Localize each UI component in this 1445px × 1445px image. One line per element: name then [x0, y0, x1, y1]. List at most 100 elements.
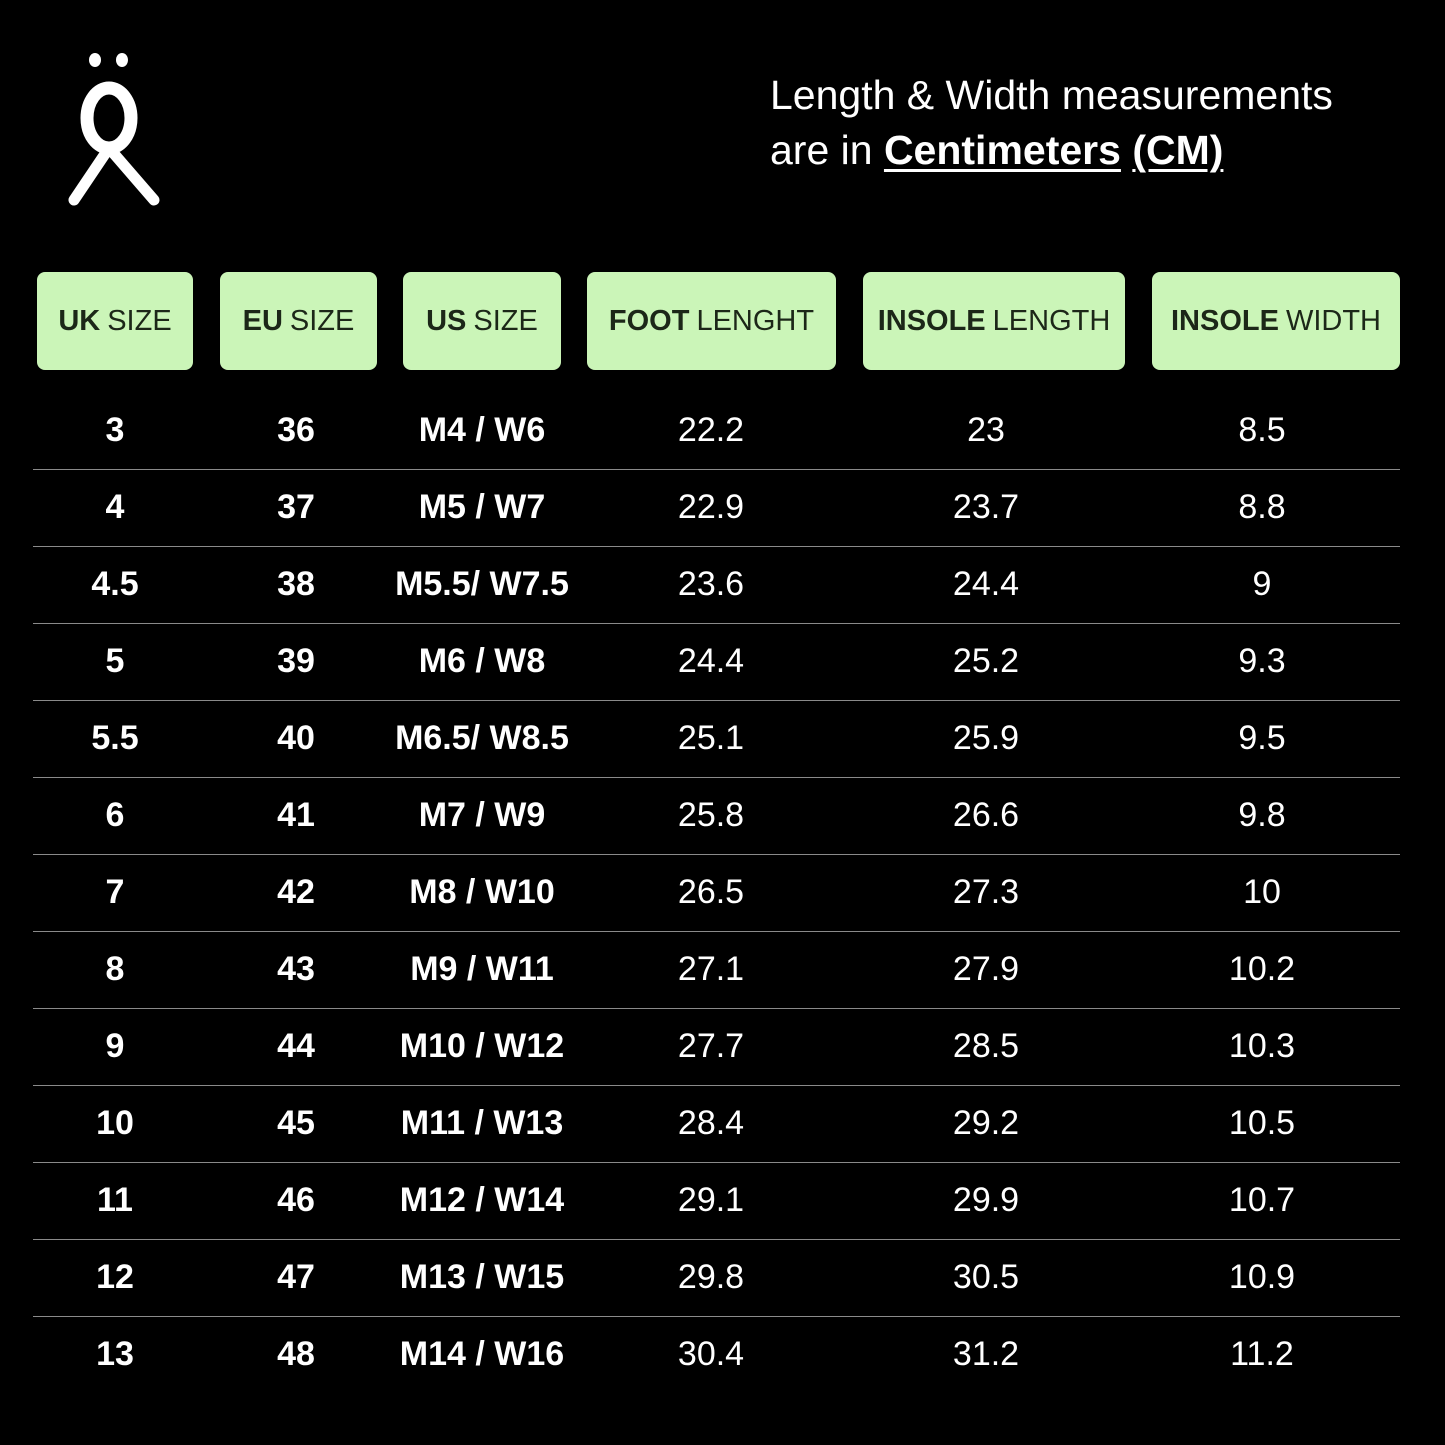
table-cell: 9.3	[1238, 642, 1286, 680]
table-cell: 3	[105, 411, 125, 449]
table-cell: 29.2	[952, 1104, 1020, 1142]
table-cell: 37	[277, 488, 315, 526]
table-cell: 23.7	[952, 488, 1020, 526]
table-cell: 4.5	[91, 565, 139, 603]
table-cell: M6.5/ W8.5	[395, 719, 569, 757]
table-cell: 25.8	[677, 796, 745, 834]
table-cell: 27.9	[952, 950, 1020, 988]
table-row: 11 46 M12 / W14 29.1 29.9 10.7	[33, 1162, 1400, 1240]
table-cell: M11 / W13	[400, 1104, 564, 1142]
table-cell: 27.1	[677, 950, 745, 988]
table-row: 5.5 40 M6.5/ W8.5 25.1 25.9 9.5	[33, 700, 1400, 778]
table-cell: 44	[277, 1027, 315, 1065]
table-cell: 9.8	[1238, 796, 1286, 834]
table-cell: M13 / W15	[399, 1258, 565, 1296]
column-header-rest: SIZE	[473, 304, 538, 337]
column-header-rest: SIZE	[107, 304, 172, 337]
table-cell: M12 / W14	[399, 1181, 565, 1219]
table-row: 6 41 M7 / W9 25.8 26.6 9.8	[33, 777, 1400, 855]
column-header-bold: INSOLE	[1171, 304, 1279, 337]
table-cell: 10	[1243, 873, 1281, 911]
column-header-rest: WIDTH	[1285, 304, 1381, 337]
table-cell: 5	[105, 642, 125, 680]
table-cell: 13	[96, 1335, 134, 1373]
table-cell: 31.2	[952, 1335, 1020, 1373]
table-cell: 29.1	[677, 1181, 745, 1219]
table-cell: 11.2	[1230, 1335, 1294, 1373]
table-cell: 6	[105, 796, 125, 834]
table-cell: 9.5	[1238, 719, 1286, 757]
table-row: 9 44 M10 / W12 27.7 28.5 10.3	[33, 1008, 1400, 1086]
table-cell: 22.9	[677, 488, 745, 526]
table-cell: 28.5	[952, 1027, 1020, 1065]
table-cell: 23.6	[677, 565, 745, 603]
table-cell: 48	[277, 1335, 315, 1373]
table-cell: 25.1	[677, 719, 745, 757]
table-cell: 11	[97, 1181, 133, 1219]
table-cell: 23	[967, 411, 1005, 449]
table-cell: 36	[277, 411, 315, 449]
table-cell: 46	[277, 1181, 315, 1219]
table-cell: M8 / W10	[409, 873, 555, 911]
column-header-2: US SIZE	[403, 272, 561, 370]
table-cell: M9 / W11	[410, 950, 554, 988]
table-cell: M5 / W7	[418, 488, 546, 526]
table-cell: 9	[1252, 565, 1272, 603]
table-row: 13 48 M14 / W16 30.4 31.2 11.2	[33, 1316, 1400, 1393]
table-cell: 29.8	[677, 1258, 745, 1296]
table-cell: M7 / W9	[418, 796, 546, 834]
units-note-prefix: are in	[770, 127, 884, 173]
table-cell: 9	[105, 1027, 125, 1065]
table-cell: M4 / W6	[418, 411, 546, 449]
table-row: 10 45 M11 / W13 28.4 29.2 10.5	[33, 1085, 1400, 1163]
table-cell: 41	[277, 796, 315, 834]
table-cell: M5.5/ W7.5	[395, 565, 569, 603]
table-cell: 10.9	[1228, 1258, 1296, 1296]
column-header-rest: LENGTH	[992, 304, 1111, 337]
table-cell: 30.5	[952, 1258, 1020, 1296]
table-cell: 5.5	[91, 719, 139, 757]
table-cell: M10 / W12	[399, 1027, 565, 1065]
table-cell: 26.5	[677, 873, 745, 911]
table-row: 4.5 38 M5.5/ W7.5 23.6 24.4 9	[33, 546, 1400, 624]
table-cell: 22.2	[677, 411, 745, 449]
table-cell: 38	[277, 565, 315, 603]
table-cell: 47	[277, 1258, 315, 1296]
column-header-5: INSOLE WIDTH	[1152, 272, 1400, 370]
unit-word: Centimeters	[883, 127, 1121, 173]
table-cell: 30.4	[677, 1335, 745, 1373]
table-row: 8 43 M9 / W11 27.1 27.9 10.2	[33, 931, 1400, 1009]
table-cell: 12	[96, 1258, 134, 1296]
units-note-line1: Length & Width measurements	[770, 72, 1333, 118]
table-cell: 25.2	[952, 642, 1020, 680]
table-cell: 8.5	[1238, 411, 1286, 449]
table-cell: 10.2	[1228, 950, 1296, 988]
table-cell: 27.7	[677, 1027, 745, 1065]
table-cell: M6 / W8	[418, 642, 546, 680]
units-note: Length & Width measurements are in Centi…	[770, 68, 1333, 178]
brand-logo	[68, 53, 160, 206]
table-row: 4 37 M5 / W7 22.9 23.7 8.8	[33, 469, 1400, 547]
column-header-bold: INSOLE	[877, 304, 986, 337]
table-cell: 27.3	[952, 873, 1020, 911]
column-header-4: INSOLE LENGTH	[863, 272, 1125, 370]
table-cell: M14 / W16	[399, 1335, 565, 1373]
table-cell: 24.4	[677, 642, 745, 680]
table-cell: 28.4	[677, 1104, 745, 1142]
table-row: 12 47 M13 / W15 29.8 30.5 10.9	[33, 1239, 1400, 1317]
column-header-bold: US	[426, 304, 467, 337]
table-row: 5 39 M6 / W8 24.4 25.2 9.3	[33, 623, 1400, 701]
table-cell: 10.7	[1228, 1181, 1296, 1219]
column-header-bold: FOOT	[608, 304, 690, 337]
table-cell: 25.9	[952, 719, 1020, 757]
table-cell: 43	[277, 950, 315, 988]
table-cell: 39	[277, 642, 315, 680]
table-cell: 7	[105, 873, 125, 911]
column-header-1: EU SIZE	[220, 272, 377, 370]
column-header-bold: UK	[58, 304, 101, 337]
table-row: 7 42 M8 / W10 26.5 27.3 10	[33, 854, 1400, 932]
table-cell: 8.8	[1238, 488, 1286, 526]
column-header-3: FOOT LENGHT	[587, 272, 836, 370]
table-cell: 10.5	[1228, 1104, 1296, 1142]
table-cell: 10	[96, 1104, 134, 1142]
